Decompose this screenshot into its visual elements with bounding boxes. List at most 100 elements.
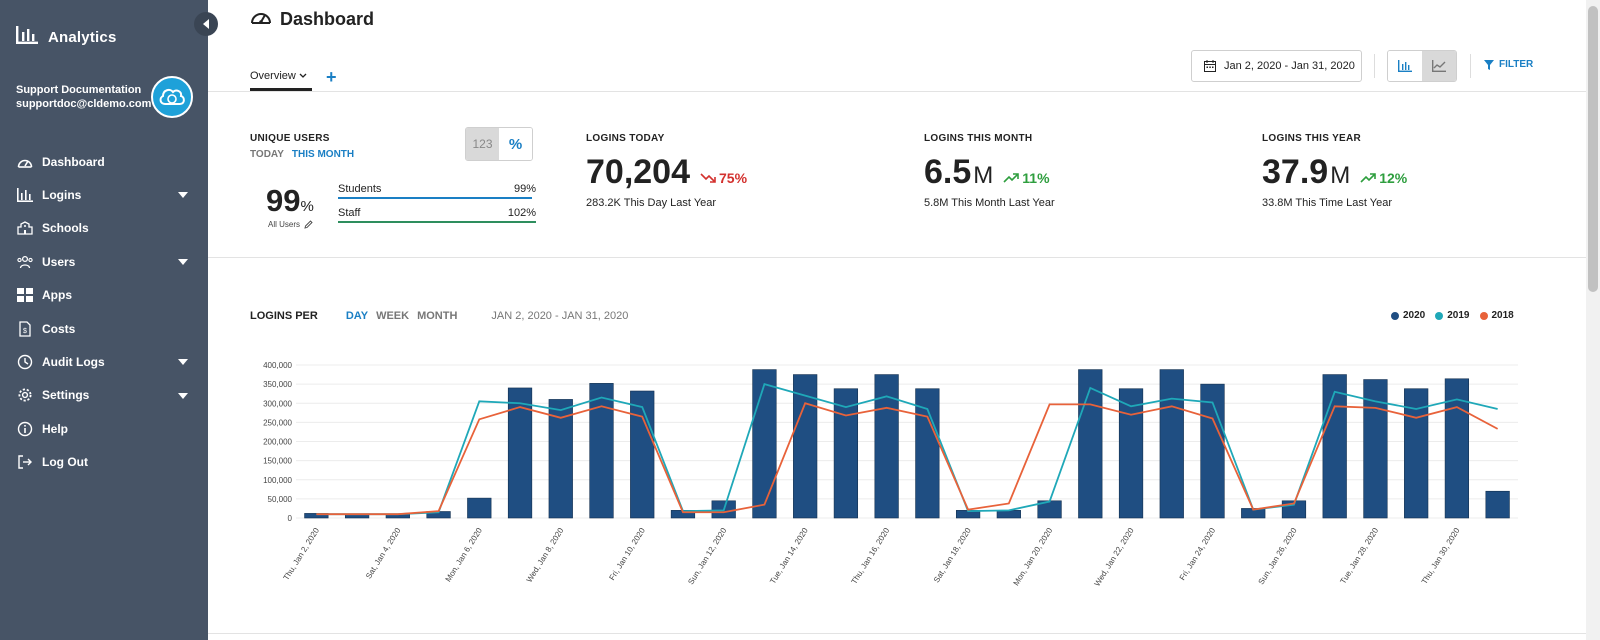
bar-2020 (996, 510, 1021, 519)
sidebar-item-label: Help (42, 421, 69, 436)
y-tick-label: 100,000 (263, 476, 292, 485)
x-tick-label: Mon, Jan 6, 2020 (444, 526, 485, 584)
trend-up-icon (1360, 173, 1376, 183)
x-tick-label: Sat, Jan 4, 2020 (364, 526, 403, 581)
scrollbar-thumb[interactable] (1588, 6, 1598, 292)
bar-2020 (874, 374, 899, 519)
filter-button[interactable]: FILTER (1484, 59, 1533, 70)
sidebar-item-audit-logs[interactable]: Audit Logs (0, 345, 208, 378)
granularity-day[interactable]: DAY (345, 310, 369, 322)
divider (208, 633, 1586, 634)
caret-down-icon[interactable] (178, 259, 188, 266)
bar-2020 (589, 383, 614, 519)
sidebar-item-label: Costs (42, 321, 76, 336)
add-tab-button[interactable]: + (326, 67, 337, 87)
y-tick-label: 400,000 (263, 361, 292, 370)
period-this-month-link[interactable]: THIS MONTH (291, 149, 355, 160)
bar-2020 (1322, 374, 1347, 519)
legend-item-2018[interactable]: 2018 (1479, 310, 1514, 321)
gear-icon (16, 386, 34, 404)
bar-2020 (467, 497, 492, 519)
all-users-caption: All Users (268, 220, 313, 229)
period-today-link[interactable]: TODAY (250, 149, 284, 160)
granularity-week[interactable]: WEEK (376, 310, 410, 322)
number-mode-button[interactable]: 123 (466, 128, 499, 160)
bar-2020 (1404, 388, 1429, 519)
percent-mode-button[interactable]: % (499, 128, 532, 160)
sidebar-item-apps[interactable]: Apps (0, 279, 208, 312)
tab-overview[interactable]: Overview (250, 70, 312, 91)
analytics-logo-icon (16, 26, 38, 49)
divider (208, 257, 1586, 258)
y-tick-label: 50,000 (268, 495, 293, 504)
divider (208, 91, 1586, 92)
chart-legend: 2020 2019 2018 (1391, 310, 1514, 321)
x-tick-label: Wed, Jan 22, 2020 (1093, 526, 1136, 588)
bar-view-button[interactable] (1388, 51, 1422, 81)
legend-item-2020[interactable]: 2020 (1391, 310, 1425, 321)
divider (1374, 54, 1375, 78)
x-tick-label: Mon, Jan 20, 2020 (1012, 526, 1055, 587)
kpi-value-unit: M (1330, 162, 1351, 189)
user-profile[interactable]: Support Documentation supportdoc@cldemo.… (16, 76, 193, 118)
line-view-button[interactable] (1422, 51, 1456, 81)
tab-overview-label: Overview (250, 70, 296, 82)
kpi-value: 70,204 75% (586, 153, 747, 192)
legend-label: 2020 (1403, 310, 1426, 321)
caret-down-icon[interactable] (178, 392, 188, 399)
brand[interactable]: Analytics (16, 26, 117, 49)
caret-down-icon[interactable] (178, 192, 188, 199)
granularity-month[interactable]: MONTH (417, 310, 458, 322)
sidebar-item-help[interactable]: Help (0, 412, 208, 445)
svg-text:$: $ (23, 328, 27, 335)
kpi-value-unit: M (973, 162, 994, 189)
bar-2020 (1485, 490, 1510, 519)
vertical-scrollbar[interactable] (1586, 0, 1600, 640)
kpi-label: LOGINS TODAY (586, 133, 665, 144)
unique-users-period: TODAY THIS MONTH (250, 149, 354, 160)
staff-value: 102% (507, 207, 536, 219)
unique-users-label: UNIQUE USERS (250, 133, 330, 144)
x-tick-label: Tue, Jan 14, 2020 (768, 526, 810, 586)
kpi-value-number: 37.9 (1262, 153, 1329, 191)
logins-chart: 0 50,000 100,000 150,000 200,000 250,000 300,0… (263, 361, 1518, 588)
logins-today-card: LOGINS TODAY 70,204 75% 283.2K This Day … (586, 133, 886, 209)
bar-2020 (1444, 378, 1470, 519)
collapse-sidebar-button[interactable] (194, 12, 218, 36)
bar-2020 (1363, 379, 1388, 519)
chart-date-range: JAN 2, 2020 - JAN 31, 2020 (491, 310, 629, 322)
unique-users-value: 99% (266, 183, 314, 219)
page-title-text: Dashboard (280, 9, 375, 29)
chart-title: LOGINS PER (250, 310, 318, 322)
info-icon (16, 420, 34, 438)
sidebar-item-costs[interactable]: $ Costs (0, 312, 208, 345)
chevron-down-icon (299, 73, 307, 78)
sidebar-item-label: Users (42, 254, 76, 269)
bar-2020 (752, 369, 777, 519)
logout-icon (16, 453, 34, 471)
filter-icon (1484, 59, 1494, 70)
x-tick-label: Thu, Jan 2, 2020 (282, 526, 322, 582)
all-users-label: All Users (268, 220, 301, 229)
kpi-value-number: 6.5 (924, 153, 972, 191)
sidebar-item-dashboard[interactable]: Dashboard (0, 145, 208, 178)
sidebar-item-log-out[interactable]: Log Out (0, 446, 208, 479)
avatar[interactable] (151, 76, 193, 118)
date-range-button[interactable]: Jan 2, 2020 - Jan 31, 2020 (1191, 50, 1362, 82)
filter-label: FILTER (1499, 59, 1534, 70)
kpi-delta-value: 12% (1379, 170, 1408, 186)
caret-down-icon[interactable] (178, 359, 188, 366)
sidebar-item-settings[interactable]: Settings (0, 379, 208, 412)
sidebar-item-label: Schools (42, 221, 89, 236)
x-tick-label: Tue, Jan 28, 2020 (1338, 526, 1380, 586)
bar-2020 (833, 388, 859, 519)
sidebar-item-schools[interactable]: Schools (0, 212, 208, 245)
kpi-comparison: 283.2K This Day Last Year (586, 197, 717, 209)
sidebar-item-logins[interactable]: Logins (0, 178, 208, 211)
legend-item-2019[interactable]: 2019 (1435, 310, 1470, 321)
pencil-icon[interactable] (304, 220, 313, 229)
sidebar-item-users[interactable]: Users (0, 245, 208, 278)
gauge-icon (16, 153, 34, 171)
main-content: Dashboard Overview + Jan 2, 2020 - Jan 3… (208, 0, 1586, 640)
